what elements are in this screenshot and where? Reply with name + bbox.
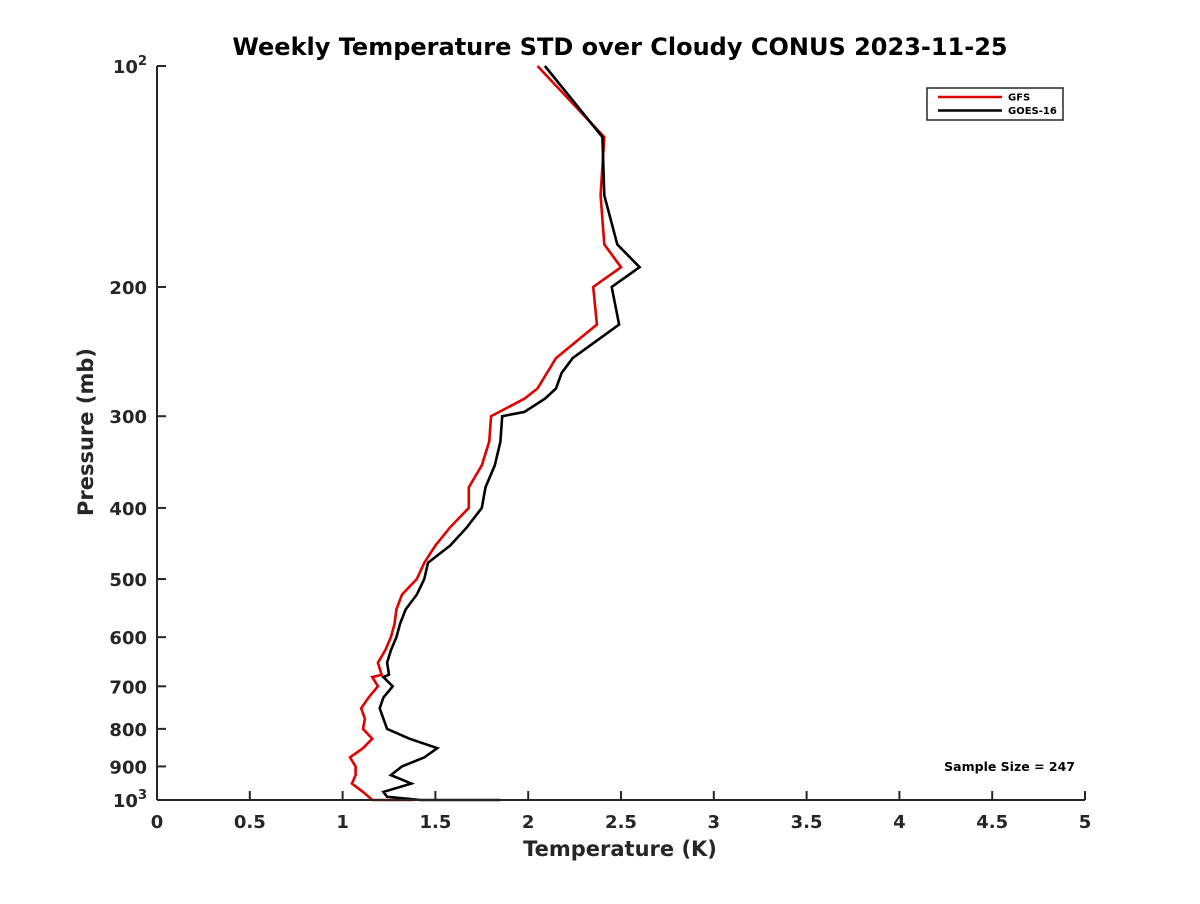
axis-layer: 0 0.5 1 1.5 2 2.5 3 3.5 4 4.5 5 102 200 300 400 500 600 7… [109,54,1091,833]
y-tick-label: 500 [109,570,147,591]
x-tick-label: 1 [336,812,349,833]
y-tick-label: 200 [109,278,147,299]
y-tick-label: 102 [113,54,147,78]
series-layer [348,65,642,802]
legend-label: GOES-16 [1008,106,1057,117]
chart-title: Weekly Temperature STD over Cloudy CONUS… [232,33,1007,61]
x-tick-label: 2.5 [605,812,637,833]
x-tick-label: 0 [151,812,164,833]
y-tick-label: 400 [109,499,147,520]
legend-label: GFS [1008,93,1030,104]
y-axis-title: Pressure (mb) [74,348,98,516]
x-tick-label: 0.5 [234,812,266,833]
x-tick-label: 2 [522,812,535,833]
x-tick-label: 1.5 [419,812,451,833]
y-tick-label: 900 [109,757,147,778]
x-tick-label: 4.5 [976,812,1008,833]
x-tick-label: 4 [893,812,906,833]
y-tick-label: 600 [109,628,147,649]
y-tick-label: 103 [113,788,147,812]
sample-size-annotation: Sample Size = 247 [944,759,1075,774]
x-tick-label: 3 [708,812,721,833]
x-axis-title: Temperature (K) [523,837,717,861]
x-tick-label: 5 [1079,812,1092,833]
series-line-gfs [348,65,623,802]
legend-frame [926,87,1064,121]
legend: GFS GOES-16 [926,87,1064,121]
y-tick-label: 700 [109,677,147,698]
series-line-goes-16 [378,65,642,802]
x-tick-label: 3.5 [791,812,823,833]
y-tick-label: 800 [109,720,147,741]
y-tick-label: 300 [109,407,147,428]
